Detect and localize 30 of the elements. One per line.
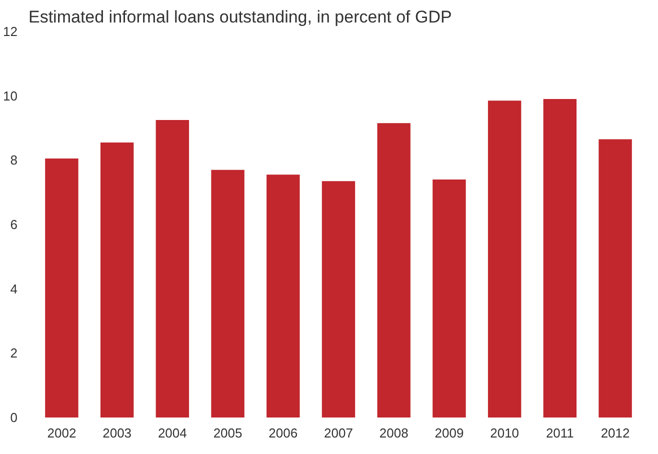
x-tick-label: 2008 [379,426,408,440]
bar [543,99,577,418]
bar [598,139,632,418]
bar [322,181,356,418]
y-tick-label: 10 [3,88,18,104]
chart-title: Estimated informal loans outstanding, in percent of GDP [28,8,452,26]
bar [156,120,190,418]
y-tick-label: 8 [10,152,18,168]
y-tick-label: 0 [10,410,18,425]
x-tick-label: 2009 [434,426,464,440]
bar [432,179,466,418]
y-tick-label: 4 [10,281,18,296]
x-tick-label: 2011 [546,426,574,440]
x-tick-label: 2006 [268,426,298,440]
bar [100,142,134,418]
bar [211,170,244,418]
x-tick-label: 2002 [47,426,76,440]
bar [377,123,410,418]
y-tick-label: 12 [3,24,18,39]
x-tick-label: 2007 [324,426,353,440]
x-tick-label: 2004 [158,426,187,440]
x-tick-label: 2010 [490,426,520,440]
bar [266,174,300,418]
x-tick-label: 2003 [102,426,132,440]
bar [488,100,522,418]
bar [45,158,78,418]
x-tick-label: 2012 [600,426,630,440]
y-tick-label: 6 [10,217,18,232]
y-tick-label: 2 [10,346,18,361]
x-tick-label: 2005 [213,426,242,440]
